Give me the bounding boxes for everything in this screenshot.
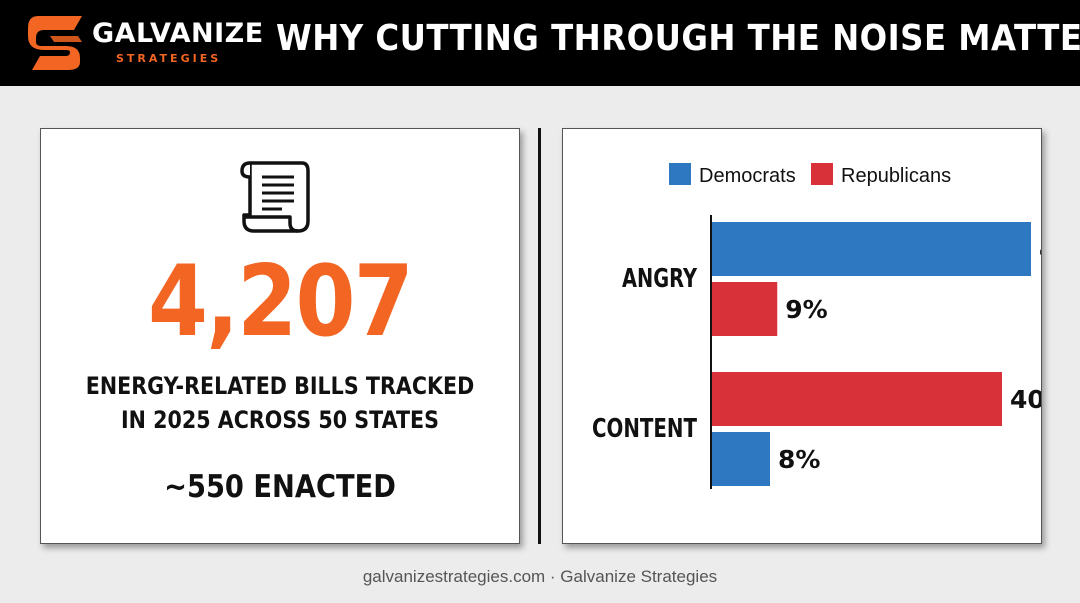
bills-description-line1: ENERGY-RELATED BILLS TRACKED	[85, 372, 475, 400]
category-label-angry: ANGRY	[622, 264, 698, 294]
stat-card: 4,207 ENERGY-RELATED BILLS TRACKED IN 20…	[40, 128, 520, 544]
data-label-content-republicans: 40%	[1010, 385, 1041, 414]
legend-label-democrats: Democrats	[699, 165, 796, 187]
bar-content-republicans	[712, 372, 1002, 426]
brand-name: GALVANIZE	[92, 18, 264, 49]
data-label-angry-democrats: 44%	[1039, 235, 1041, 264]
bills-count: 4,207	[148, 245, 414, 359]
data-label-angry-republicans: 9%	[785, 295, 827, 324]
category-label-content: CONTENT	[592, 414, 697, 444]
bills-description: ENERGY-RELATED BILLS TRACKED IN 2025 ACR…	[74, 369, 485, 437]
page-title: WHY CUTTING THROUGH THE NOISE MATTERS	[276, 18, 1080, 59]
scroll-icon	[240, 161, 310, 233]
bar-angry-democrats	[712, 222, 1031, 276]
bar-chart: Democrats Republicans ANGRY 44% 9% CONTENT 40%…	[592, 163, 1041, 489]
legend-swatch-republicans	[811, 163, 833, 185]
header-bar: GALVANIZE STRATEGIES WHY CUTTING THROUGH…	[0, 0, 1080, 86]
enacted-count: ~550 ENACTED	[164, 469, 396, 505]
footer-text: galvanizestrategies.com · Galvanize Stra…	[362, 567, 718, 586]
legend-label-republicans: Republicans	[841, 165, 951, 187]
bar-angry-republicans	[712, 282, 778, 336]
bills-description-line2: IN 2025 ACROSS 50 STATES	[121, 406, 439, 434]
data-label-content-democrats: 8%	[778, 445, 820, 474]
bar-content-democrats	[712, 432, 770, 486]
brand-subtitle: STRATEGIES	[116, 52, 222, 65]
divider	[538, 128, 541, 544]
legend-swatch-democrats	[669, 163, 691, 185]
chart-card: Democrats Republicans ANGRY 44% 9% CONTENT 40%…	[562, 128, 1042, 544]
galvanize-logo-icon	[28, 16, 82, 70]
